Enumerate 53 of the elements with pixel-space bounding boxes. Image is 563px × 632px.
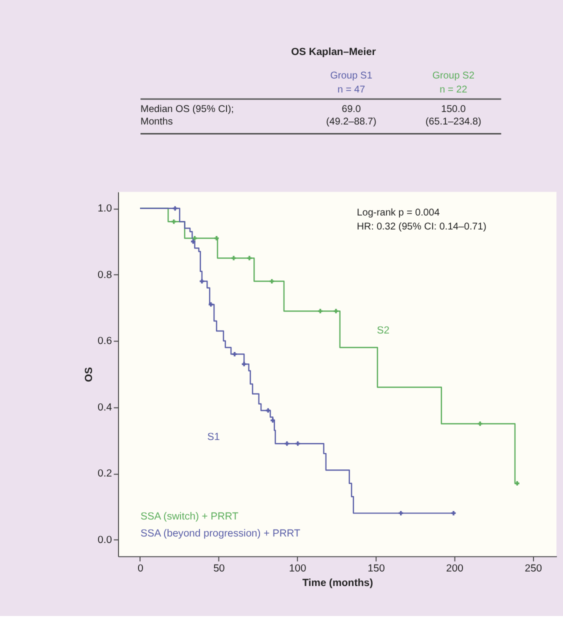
y-tick-label: 1.0: [98, 204, 112, 215]
y-axis-title: OS: [84, 366, 95, 382]
point: [284, 441, 290, 446]
point: [270, 279, 274, 284]
point: [214, 236, 219, 240]
point: [172, 219, 176, 224]
annotation: Log-rank p = 0.004: [356, 207, 440, 218]
text: Months: [140, 116, 173, 128]
point: [208, 302, 214, 307]
text: (65.1–234.8): [426, 116, 482, 128]
point: [231, 256, 236, 260]
y-tick-label: 0.6: [98, 336, 112, 348]
point: [200, 279, 204, 284]
text: 69.0: [342, 104, 362, 116]
point: [172, 206, 178, 211]
point: [451, 510, 456, 516]
annotation: S1: [207, 432, 220, 444]
x-tick-label: 50: [213, 564, 226, 575]
text: (49.2–88.7): [326, 116, 376, 128]
y-tick-label: 0.2: [98, 468, 112, 480]
text: 150.0: [441, 104, 466, 116]
text: Group S2: [432, 70, 474, 82]
text: Group S1: [330, 70, 372, 82]
point: [190, 239, 196, 244]
point: [478, 422, 482, 426]
x-axis-title: Time (months): [302, 578, 374, 589]
x-tick-label: 250: [524, 564, 542, 575]
point: [296, 441, 300, 446]
point: [232, 352, 237, 356]
point: [398, 510, 404, 516]
point: [247, 256, 252, 260]
text: n = 47: [337, 84, 366, 96]
x-tick-label: 150: [368, 564, 386, 575]
y-tick-label: 0.0: [98, 534, 112, 546]
annotation: HR: 0.32 (95% CI: 0.14–0.71): [356, 221, 486, 232]
y-tick-label: 0.8: [98, 270, 112, 281]
text: n = 22: [440, 84, 468, 96]
y-tick-label: 0.4: [98, 402, 112, 414]
point: [266, 408, 270, 413]
x-tick-label: 200: [446, 564, 464, 575]
text: Median OS (95% CI);: [140, 104, 234, 116]
point: [318, 308, 322, 314]
point: [270, 418, 276, 423]
point: [334, 308, 338, 314]
x-tick-label: 0: [138, 564, 144, 575]
text: OS Kaplan–Meier: [291, 47, 376, 58]
annotation: S2: [376, 325, 390, 336]
text: SSA (beyond progression) + PRRT: [140, 528, 302, 540]
point: [514, 481, 520, 486]
point: [192, 236, 197, 240]
text: SSA (switch) + PRRT: [140, 512, 240, 523]
x-tick-label: 100: [289, 564, 306, 575]
point: [242, 362, 246, 366]
